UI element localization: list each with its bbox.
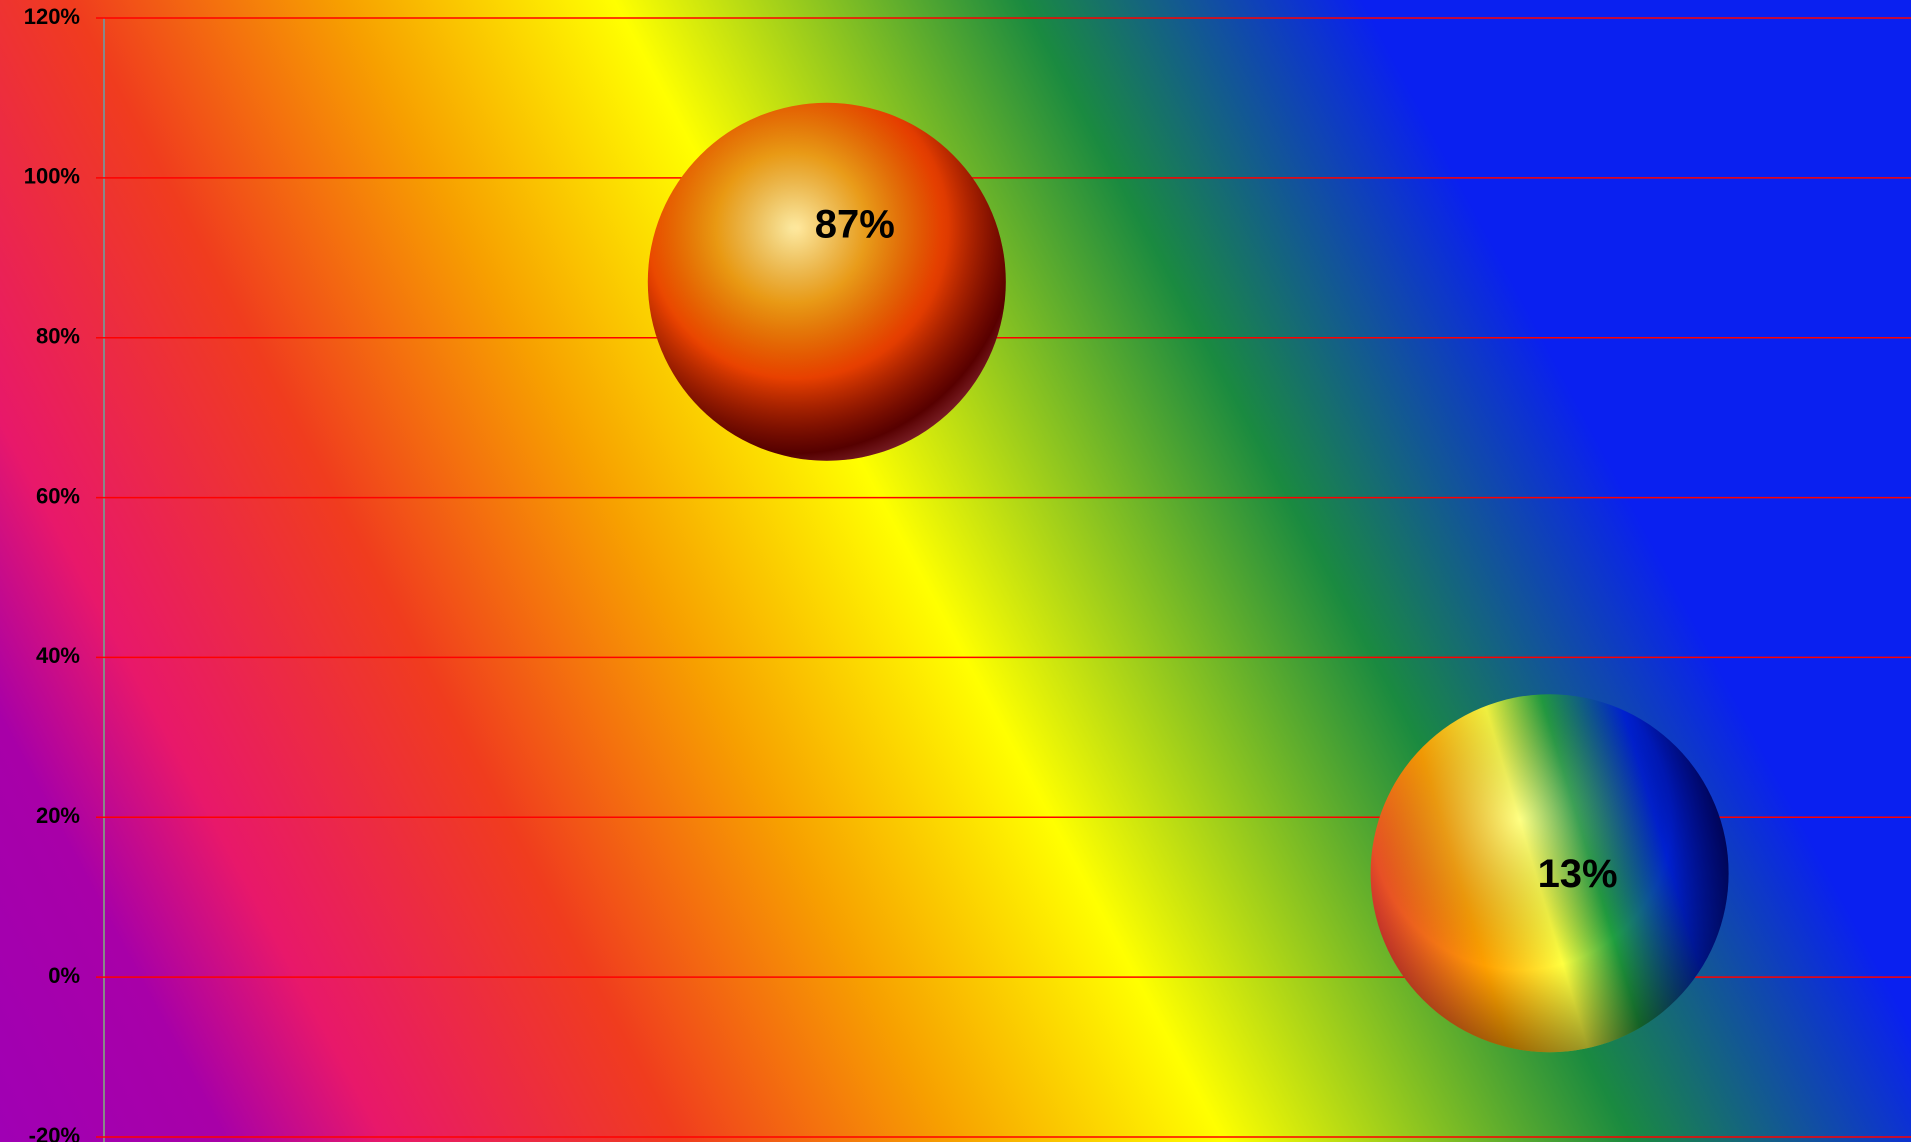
- y-tick-label: 100%: [24, 164, 80, 189]
- y-tick-label: 20%: [36, 803, 80, 828]
- y-tick-label: 120%: [24, 4, 80, 29]
- y-tick-label: 40%: [36, 643, 80, 668]
- bubble-shade: [1370, 694, 1729, 1053]
- y-tick-label: 80%: [36, 324, 80, 349]
- y-tick-label: -20%: [29, 1123, 80, 1142]
- data-label: 13%: [1538, 852, 1618, 896]
- y-tick-label: 0%: [48, 963, 80, 988]
- y-tick-label: 60%: [36, 483, 80, 508]
- bubble-shade: [647, 102, 1006, 461]
- data-label: 87%: [815, 202, 895, 246]
